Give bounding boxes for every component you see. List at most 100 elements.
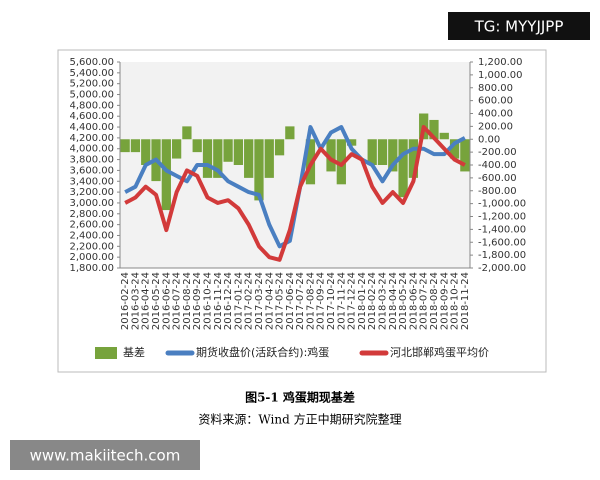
bar [192,139,202,153]
x-tick-label: 2016-12-24 [223,272,234,330]
y2-tick-label: -800.00 [478,186,517,197]
x-tick-label: 2016-08-24 [182,272,193,330]
y2-tick-label: -1,400.00 [478,224,526,235]
bar [223,139,233,162]
bar [377,139,388,165]
y-tick-label: 5,000.00 [69,90,114,101]
y2-tick-label: -1,600.00 [478,237,526,248]
x-tick-label: 2017-03-24 [254,272,265,330]
bar [171,139,182,159]
y-tick-label: 4,200.00 [69,133,114,144]
x-tick-label: 2016-04-24 [141,272,152,330]
bar [285,126,295,140]
y-tick-label: 3,200.00 [69,187,114,198]
legend-label: 期货收盘价(活跃合约):鸡蛋 [196,345,329,359]
line [124,125,466,262]
y-tick-label: 1,800.00 [69,263,114,274]
x-tick-label: 2016-06-24 [161,272,172,330]
bar [336,139,346,185]
y2-tick-label: 800.00 [478,83,513,94]
bar [429,119,439,140]
y-tick-label: 3,800.00 [69,155,114,166]
bar [274,139,285,156]
x-tick-label: 2017-11-24 [336,272,347,330]
x-tick-label: 2017-10-24 [326,272,337,330]
bar [233,139,244,165]
y-tick-label: 4,800.00 [69,100,114,111]
y2-tick-label: 200.00 [478,121,513,132]
y2-tick-label: -600.00 [478,173,517,184]
y-tick-label: 2,600.00 [69,220,114,231]
y-tick-label: 4,400.00 [69,122,114,133]
x-tick-label: 2016-02-24 [120,272,131,330]
bar [182,126,192,140]
watermark-box [448,12,590,40]
x-tick-label: 2017-08-24 [305,272,316,330]
x-tick-label: 2016-11-24 [213,272,224,330]
y2-tick-label: 400.00 [478,109,513,120]
caption: 图5-1 鸡蛋期现基差 [245,390,355,405]
y2-tick-label: 1,200.00 [478,57,523,68]
bar [264,139,274,178]
x-tick-label: 2018-02-24 [367,272,378,330]
x-tick-label: 2018-09-24 [439,272,450,330]
source-note: 资料来源：Wind 方正中期研究院整理 [198,412,401,427]
x-tick-label: 2016-05-24 [151,272,162,330]
bar [120,139,130,153]
bar [408,139,419,178]
bar [326,139,336,172]
y2-tick-label: 600.00 [478,96,513,107]
x-tick-label: 2016-09-24 [192,272,203,330]
x-tick-label: 2018-10-24 [450,272,461,330]
x-tick-label: 2016-10-24 [203,272,214,330]
x-tick-label: 2017-07-24 [295,272,306,330]
y2-tick-label: -200.00 [478,147,517,158]
x-tick-label: 2018-08-24 [429,272,440,330]
x-tick-label: 2018-01-24 [357,272,368,330]
x-tick-label: 2016-07-24 [172,272,183,330]
watermark: www.makiitech.com [30,447,181,465]
x-tick-label: 2017-01-24 [233,272,244,330]
y-tick-label: 2,400.00 [69,230,114,241]
bar [161,139,171,211]
x-tick-label: 2017-06-24 [285,272,296,330]
y-tick-label: 3,000.00 [69,198,114,209]
bar [449,139,460,159]
y2-tick-label: -1,200.00 [478,212,526,223]
x-tick-label: 2018-03-24 [378,272,389,330]
x-tick-label: 2018-11-24 [460,272,471,330]
bar [346,139,357,146]
x-tick-label: 2017-05-24 [275,272,286,330]
bar [141,139,151,165]
legend-label: 基差 [123,345,145,359]
x-tick-label: 2018-07-24 [419,272,430,330]
bar [213,139,223,178]
x-tick-label: 2018-05-24 [398,272,409,330]
y-tick-label: 2,800.00 [69,209,114,220]
y-tick-label: 3,400.00 [69,176,114,187]
bar [202,139,213,178]
y-tick-label: 2,000.00 [69,252,114,263]
x-tick-label: 2017-02-24 [244,272,255,330]
x-tick-label: 2018-06-24 [408,272,419,330]
y-tick-label: 4,600.00 [69,111,114,122]
y-tick-label: 4,000.00 [69,144,114,155]
x-tick-label: 2018-04-24 [388,272,399,330]
x-tick-label: 2016-03-24 [130,272,141,330]
bar [130,139,141,153]
bar [388,139,398,172]
y2-tick-label: 0.00 [478,134,500,145]
bar [398,139,408,198]
bar [244,139,254,178]
legend-label: 河北邯郸鸡蛋平均价 [390,345,489,359]
bar [367,139,377,165]
y-tick-label: 5,200.00 [69,79,114,90]
y-tick-label: 5,600.00 [69,57,114,68]
watermark-box [10,440,200,470]
bar [439,132,449,140]
x-tick-label: 2017-04-24 [264,272,275,330]
y2-tick-label: -400.00 [478,160,517,171]
y2-tick-label: -1,000.00 [478,199,526,210]
